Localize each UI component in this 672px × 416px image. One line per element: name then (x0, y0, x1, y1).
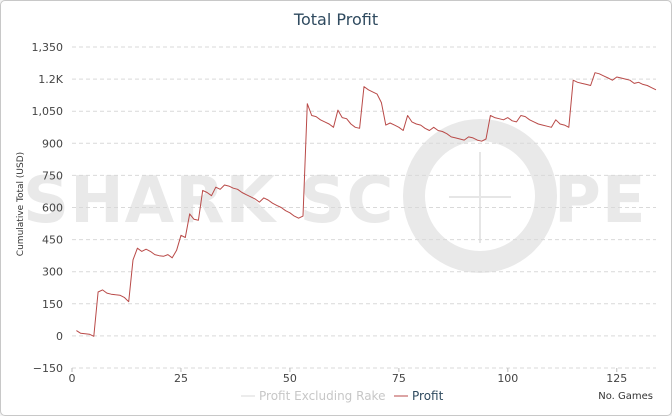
legend-label-profit: Profit (412, 389, 444, 403)
y-tick-label: 600 (42, 202, 63, 215)
x-tick-label: 25 (174, 372, 188, 385)
x-axis-ticks: 0 25 50 75 100 125 (69, 368, 627, 385)
y-tick-label: 1,050 (32, 105, 64, 118)
y-tick-label: −150 (33, 362, 63, 375)
x-tick-label: 125 (606, 372, 627, 385)
watermark-text-right: PE (554, 164, 647, 238)
y-tick-label: 150 (42, 298, 63, 311)
y-tick-label: 0 (56, 330, 63, 343)
watermark-text-left: SHARK SC (23, 164, 394, 238)
x-tick-label: 50 (283, 372, 297, 385)
y-tick-label: 1.2K (38, 73, 63, 86)
x-tick-label: 100 (497, 372, 518, 385)
legend: Profit Excluding Rake Profit (241, 389, 444, 403)
y-tick-label: 300 (42, 266, 63, 279)
x-tick-label: 75 (392, 372, 406, 385)
y-tick-label: 900 (42, 137, 63, 150)
gridlines (72, 46, 656, 369)
x-tick-label: 0 (69, 372, 76, 385)
legend-item-profit-excluding-rake[interactable]: Profit Excluding Rake (241, 389, 385, 403)
chart-title: Total Profit (293, 10, 378, 29)
legend-label-profit-excluding-rake: Profit Excluding Rake (259, 389, 385, 403)
watermark-scope-ring (403, 119, 557, 273)
y-tick-label: 1,350 (32, 41, 64, 54)
x-axis-label: No. Games (598, 391, 653, 402)
sharkscope-watermark: SHARK SC PE (23, 119, 647, 273)
y-tick-label: 750 (42, 169, 63, 182)
y-axis-ticks: −150 0 150 300 450 600 750 900 1,050 1.2K 1,350 (32, 41, 64, 375)
series-line-profit (76, 72, 657, 337)
y-tick-label: 450 (42, 234, 63, 247)
series-lines (76, 72, 657, 337)
y-axis-label: Cumulative Total (USD) (16, 152, 26, 256)
legend-item-profit[interactable]: Profit (394, 389, 444, 403)
